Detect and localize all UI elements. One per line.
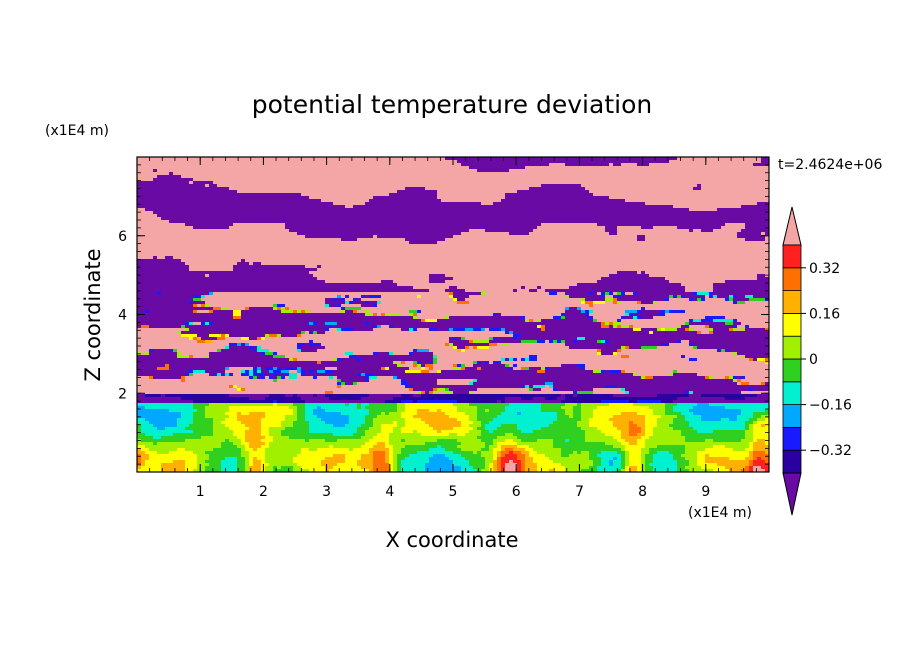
colorbar-bin (782, 381, 802, 405)
time-label: t=2.4624e+06 (778, 157, 882, 173)
colorbar-bin (782, 290, 802, 314)
colorbar-tick-label: 0 (809, 352, 818, 368)
y-tick-label: 2 (118, 386, 127, 402)
colorbar: 0.32 0.16 0 −0.16 −0.32 (782, 206, 852, 516)
colorbar-bin (782, 404, 802, 428)
colorbar-extend-max (782, 206, 802, 246)
x-tick-label: 5 (449, 484, 458, 500)
colorbar-tick-label: −0.16 (809, 398, 852, 414)
colorbar-bin (782, 312, 802, 337)
x-tick-label: 4 (385, 484, 394, 500)
colorbar-tick-label: 0.16 (809, 306, 840, 322)
x-axis-label: X coordinate (385, 528, 518, 552)
colorbar-bin (782, 426, 802, 451)
x-tick-label: 8 (638, 484, 647, 500)
x-tick-label: 2 (259, 484, 268, 500)
y-axis-label: Z coordinate (81, 248, 105, 381)
x-tick-label: 9 (701, 484, 710, 500)
x-unit-label: (x1E4 m) (688, 505, 752, 521)
colorbar-bin (782, 267, 802, 291)
colorbar-tick-label: −0.32 (809, 443, 852, 459)
y-tick-label: 4 (118, 308, 127, 324)
colorbar-extend-min (782, 472, 802, 516)
colorbar-bin (782, 335, 802, 360)
x-tick-label: 6 (512, 484, 521, 500)
x-tick-label: 3 (322, 484, 331, 500)
colorbar-bin (782, 449, 802, 474)
x-axis: 1 2 3 4 5 6 7 8 9 (149, 157, 770, 500)
colorbar-bin (782, 358, 802, 383)
y-tick-label: 6 (118, 229, 127, 245)
colorbar-bin (782, 244, 802, 269)
y-unit-label: (x1E4 m) (45, 123, 109, 139)
x-tick-label: 1 (196, 484, 205, 500)
contour-field (137, 157, 769, 472)
colorbar-tick-label: 0.32 (809, 261, 840, 277)
chart-title: potential temperature deviation (252, 90, 652, 119)
y-axis: 2 4 6 (118, 164, 769, 465)
x-tick-label: 7 (575, 484, 584, 500)
